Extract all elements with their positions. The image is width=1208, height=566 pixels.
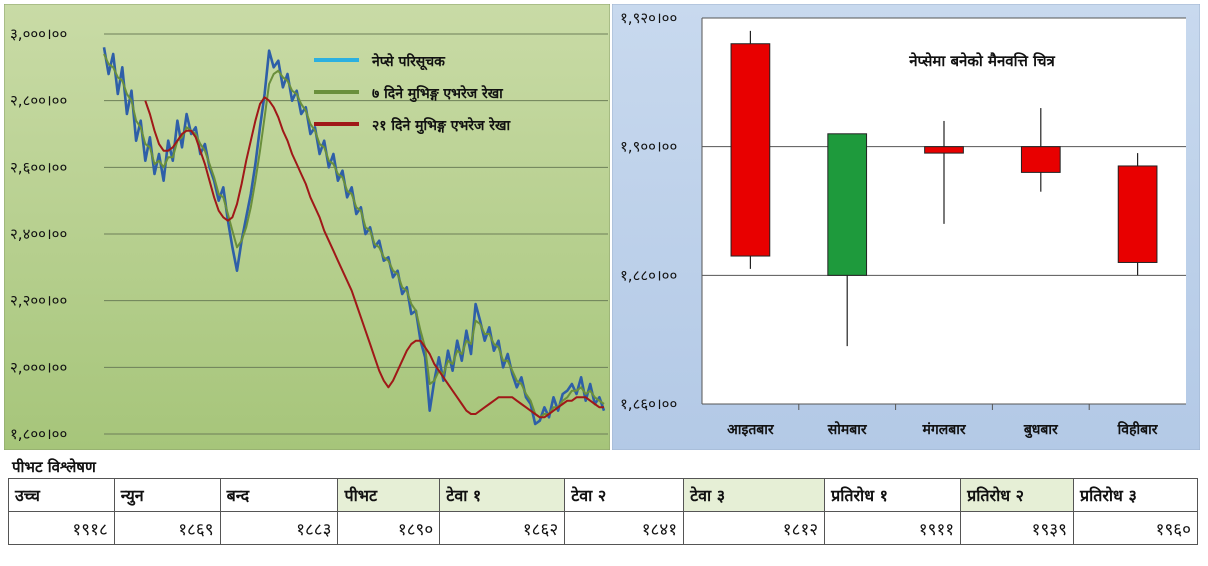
pivot-table: उच्च न्युन बन्द पीभट टेवा १ टेवा २ टेवा ३ प्रति… xyxy=(8,478,1198,545)
line-y-tick-label: ३,०००।०० xyxy=(10,25,67,43)
candlestick-chart: १,९२०।०० १,९००।०० १,८८०।०० १,८६०।०० आइतबार सो… xyxy=(612,4,1200,450)
pivot-header-cell: टेवा ३ xyxy=(683,478,826,512)
pivot-header-cell: प्रतिरोध ३ xyxy=(1073,478,1198,512)
pivot-header-cell: उच्च xyxy=(8,478,115,512)
line-chart-background xyxy=(4,4,610,450)
pivot-value-cell: १८६२ xyxy=(439,511,566,545)
pivot-header-cell: बन्द xyxy=(219,478,339,512)
pivot-value-cell: १८१२ xyxy=(683,511,826,545)
legend-label: नेप्से परिसूचक xyxy=(371,53,446,71)
pivot-value-cell: १९६० xyxy=(1073,511,1198,545)
pivot-value-cell: १८९० xyxy=(337,511,441,545)
candle-body xyxy=(924,146,964,154)
candle-body xyxy=(827,133,868,276)
pivot-analysis-title: पीभट विश्लेषण xyxy=(12,458,96,476)
candle-body xyxy=(1020,146,1061,173)
pivot-value-cell: १९१८ xyxy=(8,511,115,545)
candle-chart-title: नेप्सेमा बनेको मैनवत्ति चित्र xyxy=(908,52,1055,70)
legend-label: ७ दिने मुभिङ्ग एभरेज रेखा xyxy=(372,85,504,103)
pivot-header-cell: टेवा २ xyxy=(564,478,685,512)
line-y-tick-label: २,६००।०० xyxy=(10,158,67,176)
candle-x-tick-label: सोमबार xyxy=(827,421,868,438)
pivot-header-cell: प्रतिरोध २ xyxy=(960,478,1074,512)
candle-y-tick-label: १,८८०।०० xyxy=(620,266,677,284)
pivot-value-cell: १८८३ xyxy=(219,511,339,545)
pivot-value-cell: १८४१ xyxy=(564,511,685,545)
pivot-value-cell: १९३९ xyxy=(960,511,1074,545)
candle-y-tick-label: १,९२०।०० xyxy=(620,9,677,27)
candle-y-tick-label: १,९००।०० xyxy=(620,138,677,156)
candle-x-tick-label: आइतबार xyxy=(727,422,775,438)
pivot-value-cell: १८६९ xyxy=(113,511,221,545)
line-y-tick-label: १,८००।०० xyxy=(10,425,67,443)
legend-label: २१ दिने मुभिङ्ग एभरेज रेखा xyxy=(372,117,511,135)
pivot-header-cell: न्युन xyxy=(113,478,221,512)
pivot-value-cell: १९११ xyxy=(824,511,962,545)
line-series-3 xyxy=(144,96,604,419)
pivot-value-row: १९१८ १८६९ १८८३ १८९० १८६२ १८४१ १८१२ १९११ १९३९ १९६० xyxy=(8,511,1198,545)
pivot-header-cell: टेवा १ xyxy=(439,478,566,512)
line-y-tick-label: २,८००।०० xyxy=(10,92,67,110)
line-series-2 xyxy=(103,53,605,419)
pivot-header-cell: पीभट xyxy=(337,478,441,512)
nepse-line-chart: ३,०००।०० २,८००।०० २,६००।०० २,४००।०० २,२००।००… xyxy=(4,4,610,450)
line-y-tick-label: २,०००।०० xyxy=(10,358,67,376)
candle-body xyxy=(730,43,771,257)
line-y-tick-label: २,२००।०० xyxy=(10,292,67,310)
pivot-header-cell: प्रतिरोध १ xyxy=(824,478,962,512)
candle-body xyxy=(1117,165,1158,263)
candle-y-tick-label: १,८६०।०० xyxy=(620,395,677,413)
line-y-tick-label: २,४००।०० xyxy=(10,225,67,243)
pivot-header-row: उच्च न्युन बन्द पीभट टेवा १ टेवा २ टेवा ३ प्रति… xyxy=(8,478,1198,512)
candle-x-tick-label: विहीबार xyxy=(1117,421,1159,438)
candle-x-tick-label: बुधबार xyxy=(1023,422,1059,439)
candle-x-tick-label: मंगलबार xyxy=(921,422,966,438)
